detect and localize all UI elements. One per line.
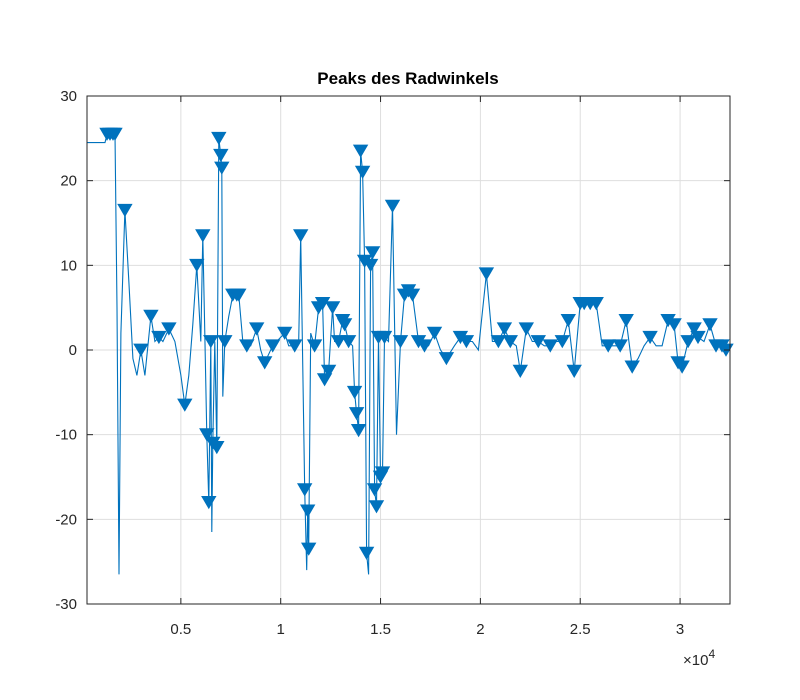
peak-marker: [214, 161, 230, 175]
peak-marker: [702, 318, 718, 332]
peak-marker: [277, 326, 293, 340]
peak-marker: [231, 288, 247, 302]
peak-marker: [143, 309, 159, 323]
peak-marker: [161, 322, 177, 336]
peak-marker: [404, 288, 421, 302]
peak-marker: [560, 313, 576, 328]
peak-marker: [416, 339, 433, 353]
peak-marker: [107, 127, 123, 141]
peak-marker: [426, 326, 443, 340]
peak-marker: [201, 495, 217, 510]
y-tick-label: 20: [60, 173, 77, 190]
peak-marker: [306, 339, 323, 353]
peak-marker: [239, 339, 255, 353]
y-tick-label: 10: [60, 257, 77, 274]
x-tick-label: 3: [676, 621, 684, 638]
peak-marker: [512, 364, 528, 378]
peak-marker: [384, 199, 401, 213]
peak-marker: [352, 144, 369, 158]
peak-marker: [624, 360, 640, 374]
peak-marker: [199, 428, 215, 442]
peak-marker: [374, 466, 391, 480]
y-tick-label: -20: [55, 511, 77, 528]
peak-marker: [458, 335, 475, 349]
peak-marker: [297, 483, 313, 497]
peak-marker: [368, 500, 385, 514]
peak-marker: [612, 339, 628, 353]
peak-marker: [314, 296, 331, 311]
peak-marker: [320, 364, 337, 378]
peak-marker: [518, 322, 534, 336]
peak-marker: [195, 229, 211, 243]
chart-title: Peaks des Radwinkels: [317, 69, 498, 88]
x-tick-labels: 0.5 1 1.5 2 2.5 3: [170, 621, 684, 638]
peak-marker: [642, 330, 658, 345]
y-tick-label: -30: [55, 596, 77, 613]
x-tick-label: 2: [476, 621, 484, 638]
peak-marker: [330, 335, 347, 349]
x-tick-label: 2.5: [570, 621, 591, 638]
peak-marker: [257, 356, 273, 370]
peak-marker: [600, 339, 616, 353]
peak-marker: [189, 258, 205, 273]
peak-marker: [438, 352, 455, 366]
peak-marker: [364, 246, 381, 260]
x-exponent-label: ×104: [683, 647, 715, 669]
peak-marker: [392, 335, 409, 349]
peak-marker: [117, 203, 133, 218]
peak-marker: [690, 330, 706, 345]
peak-marker: [566, 364, 582, 378]
x-tick-label: 0.5: [170, 621, 191, 638]
peak-marker: [680, 335, 696, 349]
peak-marker: [346, 385, 363, 400]
ticks: [87, 95, 730, 605]
peak-markers: [99, 127, 734, 560]
peak-marker: [588, 296, 604, 311]
peak-marker: [213, 148, 229, 163]
peak-marker: [350, 423, 367, 438]
peak-marker: [287, 339, 303, 353]
peak-marker: [301, 542, 317, 556]
peak-marker: [354, 165, 371, 179]
peak-marker: [151, 330, 167, 345]
peak-marker: [203, 335, 219, 349]
peak-marker: [366, 483, 383, 497]
peak-marker: [666, 318, 682, 332]
peak-marker: [502, 335, 518, 349]
peak-marker: [674, 360, 690, 374]
peak-marker: [217, 335, 233, 349]
peak-marker: [554, 335, 570, 349]
peak-marker: [348, 407, 365, 421]
y-tick-label: 0: [69, 342, 77, 359]
y-tick-label: 30: [60, 88, 77, 105]
peak-marker: [358, 546, 375, 560]
peak-marker: [133, 343, 149, 357]
peak-marker: [324, 301, 341, 315]
peak-marker: [490, 335, 507, 349]
peak-marker: [340, 335, 357, 349]
peak-marker: [249, 322, 265, 336]
peak-marker: [300, 504, 316, 518]
x-tick-label: 1: [277, 621, 285, 638]
peak-marker: [686, 322, 702, 336]
peak-marker: [336, 318, 353, 332]
peak-marker: [293, 229, 309, 243]
peak-marker: [542, 339, 558, 353]
peak-marker: [618, 313, 634, 328]
peak-marker: [362, 258, 379, 273]
y-tick-label: -10: [55, 427, 77, 444]
peak-marker: [530, 335, 546, 349]
x-tick-label: 1.5: [370, 621, 391, 638]
peak-marker: [478, 267, 495, 281]
peak-marker: [211, 131, 227, 146]
plot-content: [87, 127, 734, 575]
peak-marker: [496, 322, 513, 336]
peak-marker: [209, 440, 225, 455]
y-tick-labels: -30 -20 -10 0 10 20 30: [55, 88, 77, 613]
peak-marker: [177, 398, 193, 412]
peak-marker: [265, 339, 281, 353]
peak-marker: [376, 330, 393, 345]
